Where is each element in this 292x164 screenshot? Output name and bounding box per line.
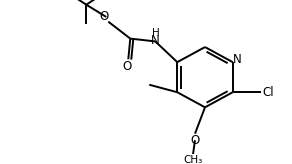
Text: O: O — [123, 60, 132, 73]
Text: CH₃: CH₃ — [183, 155, 203, 164]
Text: O: O — [100, 10, 109, 22]
Text: H: H — [152, 28, 160, 38]
Text: N: N — [151, 34, 160, 47]
Text: N: N — [233, 53, 242, 66]
Text: O: O — [190, 134, 200, 147]
Text: Cl: Cl — [262, 86, 274, 99]
